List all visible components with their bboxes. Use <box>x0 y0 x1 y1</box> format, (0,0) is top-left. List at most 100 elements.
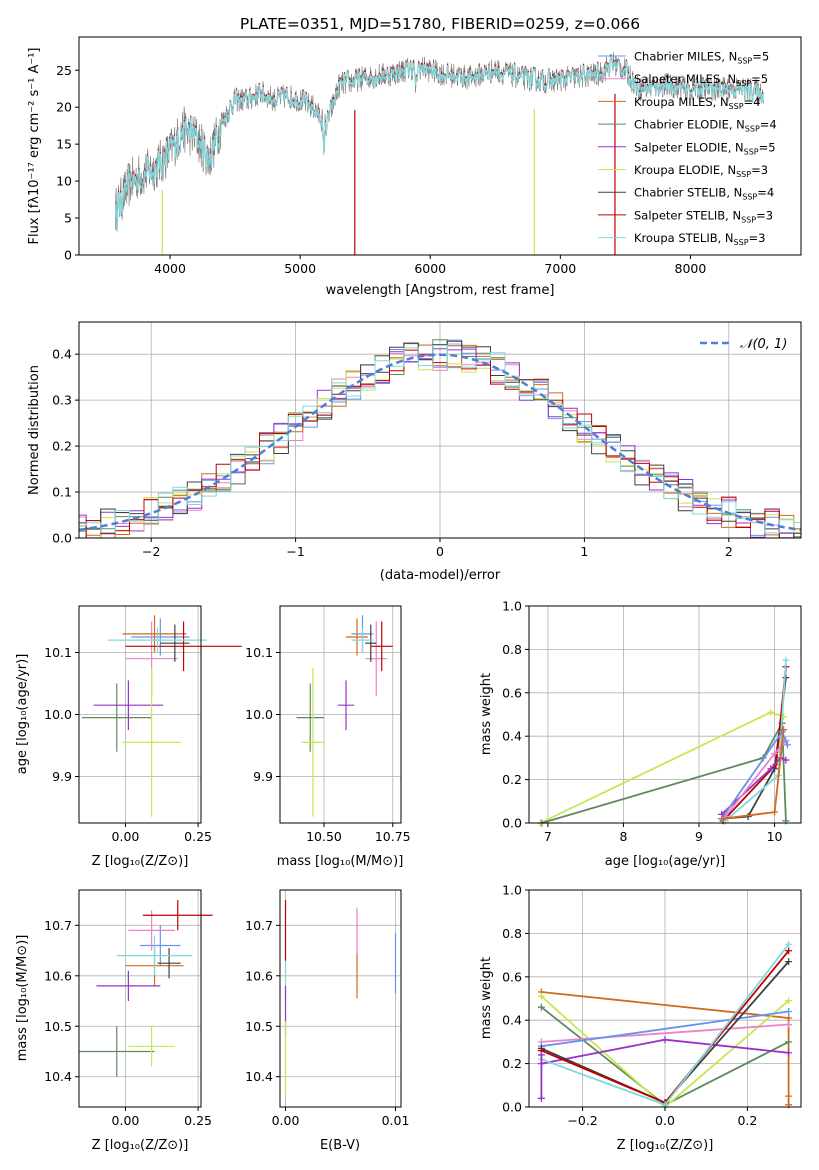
mass-weight-point-marker <box>537 1051 545 1059</box>
histogram-xlabel: (data-model)/error <box>380 568 501 583</box>
y-tick-label: 0 <box>64 248 72 263</box>
x-tick-label: −1 <box>286 544 304 559</box>
y-tick-label: 0.0 <box>52 531 72 546</box>
x-tick-label: −2 <box>142 544 160 559</box>
mass-weight-series-line <box>541 1010 789 1048</box>
y-tick-label: 25 <box>56 63 72 78</box>
y-tick-label: 0.6 <box>502 969 522 984</box>
y-tick-label: 0.2 <box>502 1056 522 1071</box>
x-tick-label: 10.75 <box>375 829 411 844</box>
y-tick-label: 10.5 <box>44 1019 72 1034</box>
legend-entry-label: Chabrier MILES, NSSP=5 <box>634 50 769 66</box>
y-tick-label: 1.0 <box>502 599 522 614</box>
weight-vs-metallicity-frame <box>528 889 802 1108</box>
spectrum-axes-frame <box>78 36 802 256</box>
y-tick-label: 1.0 <box>502 883 522 898</box>
y-tick-label: 0.8 <box>502 926 522 941</box>
legend-entry-label: Salpeter STELIB, NSSP=3 <box>634 208 773 224</box>
y-tick-label: 10.6 <box>245 968 273 983</box>
legend-entry-subscript: SSP <box>736 79 751 88</box>
mass-weight-point-marker <box>783 741 791 749</box>
mass-weight-point-marker <box>785 940 793 948</box>
age-vs-mass-panel: 10.50 10.75 9.9 10.0 10.1 mass [log₁₀(M/M⊙)] <box>245 605 411 869</box>
gaussian-reference-curve <box>78 353 802 532</box>
mass-weight-point-marker <box>785 1014 793 1022</box>
age-vs-metallicity-ylabel: age [log₁₀(age/yr)] <box>15 654 30 775</box>
legend-entry-count: =4 <box>760 118 777 132</box>
legend-entry-subscript: SSP <box>744 147 759 156</box>
weight-vs-age-panel: 7 8 9 10 0.0 0.2 0.4 0.6 0.8 1.0 age [log₁₀(age/y… <box>479 599 802 869</box>
x-tick-label: 5000 <box>284 261 316 276</box>
legend-entry-subscript: SSP <box>741 215 756 224</box>
x-tick-label: 6000 <box>414 261 446 276</box>
mass-vs-ebv-frame <box>279 889 402 1108</box>
legend-entry-label: Salpeter ELODIE, NSSP=5 <box>634 140 776 156</box>
model-spectrum-kroupa-stelib <box>114 55 764 230</box>
mass-weight-point-marker <box>719 815 727 823</box>
mass-weight-series-line <box>541 1023 789 1043</box>
mass-weight-point-marker <box>785 1008 793 1016</box>
age-vs-mass-frame <box>279 605 402 824</box>
x-tick-label: 0.25 <box>184 829 212 844</box>
age-vs-metallicity-frame <box>78 605 202 824</box>
y-tick-label: 0.2 <box>52 439 72 454</box>
y-tick-label: 10.7 <box>44 918 72 933</box>
mass-weight-point-marker <box>537 1094 545 1102</box>
residual-histogram-panel: −2 −1 0 1 2 0.0 0.1 0.2 0.3 0.4 𝒩(0, 1) (data-mod… <box>27 321 802 583</box>
x-tick-label: 9 <box>695 829 703 844</box>
legend-entry-count: =3 <box>751 163 768 177</box>
age-vs-metallicity-panel: 0.00 0.25 9.9 10.0 10.1 Z [log₁₀(Z/Z⊙)] age … <box>15 605 242 869</box>
residual-histogram-step <box>79 348 801 539</box>
mass-vs-ebv-xlabel: E(B-V) <box>320 1138 360 1153</box>
legend-entry-subscript: SSP <box>745 125 760 134</box>
weight-vs-metallicity-xlabel: Z [log₁₀(Z/Z⊙)] <box>617 1138 714 1153</box>
legend-entry-label: Kroupa ELODIE, NSSP=3 <box>634 163 768 179</box>
x-tick-label: 2 <box>725 544 733 559</box>
y-tick-label: 9.9 <box>52 769 72 784</box>
legend-entry-label: Kroupa STELIB, NSSP=3 <box>634 231 765 247</box>
mass-vs-metallicity-xlabel: Z [log₁₀(Z/Z⊙)] <box>92 1138 189 1153</box>
mass-weight-point-marker <box>780 726 788 734</box>
x-tick-label: 7000 <box>544 261 576 276</box>
x-tick-label: 10.50 <box>306 829 342 844</box>
spectrum-ylabel: Flux [fλ10⁻¹⁷ erg cm⁻² s⁻¹ A⁻¹] <box>27 48 42 245</box>
x-tick-label: 0.25 <box>184 1113 212 1128</box>
y-tick-label: 10.4 <box>245 1069 273 1084</box>
mass-vs-ebv-panel: 0.00 0.01 10.4 10.5 10.6 10.7 E(B-V) <box>245 889 410 1153</box>
legend-entry-subscript: SSP <box>742 193 757 202</box>
mass-weight-point-marker <box>785 1038 793 1046</box>
mass-weight-point-marker <box>537 992 545 1000</box>
y-tick-label: 0.4 <box>52 347 72 362</box>
mass-vs-metallicity-ylabel: mass [log₁₀(M/M⊙)] <box>15 935 30 1062</box>
y-tick-label: 0.1 <box>52 485 72 500</box>
weight-vs-metallicity-panel: −0.2 0.0 0.2 0.0 0.2 0.4 0.6 0.8 1.0 Z [log₁₀(Z/… <box>479 883 802 1153</box>
legend-entry-label: Chabrier STELIB, NSSP=4 <box>634 186 774 202</box>
age-vs-mass-xlabel: mass [log₁₀(M/M⊙)] <box>277 854 404 869</box>
mass-weight-series-line <box>541 719 787 824</box>
legend-entry-count: =3 <box>749 231 766 245</box>
legend-entry-count: =5 <box>751 72 768 86</box>
mass-vs-metallicity-frame <box>78 889 202 1108</box>
legend-entry-subscript: SSP <box>737 57 752 66</box>
y-tick-label: 10.1 <box>245 645 273 660</box>
legend-entry-subscript: SSP <box>734 238 749 247</box>
mass-weight-point-marker <box>785 1021 793 1029</box>
age-vs-metallicity-xlabel: Z [log₁₀(Z/Z⊙)] <box>92 854 189 869</box>
y-tick-label: 5 <box>64 211 72 226</box>
histogram-ylabel: Normed distribution <box>27 365 42 495</box>
weight-vs-age-frame <box>528 605 802 824</box>
legend-entry-count: =4 <box>757 186 774 200</box>
y-tick-label: 0.8 <box>502 642 522 657</box>
y-tick-label: 0.6 <box>502 685 522 700</box>
y-tick-label: 10.7 <box>245 918 273 933</box>
y-tick-label: 10.1 <box>44 645 72 660</box>
y-tick-label: 10 <box>56 174 72 189</box>
y-tick-label: 20 <box>56 100 72 115</box>
spectrum-xlabel: wavelength [Angstrom, rest frame] <box>326 283 555 298</box>
y-tick-label: 10.0 <box>245 707 273 722</box>
histogram-axes-frame <box>78 321 802 539</box>
x-tick-label: 0.01 <box>382 1113 410 1128</box>
x-tick-label: 0.00 <box>112 829 140 844</box>
y-tick-label: 0.3 <box>52 393 72 408</box>
